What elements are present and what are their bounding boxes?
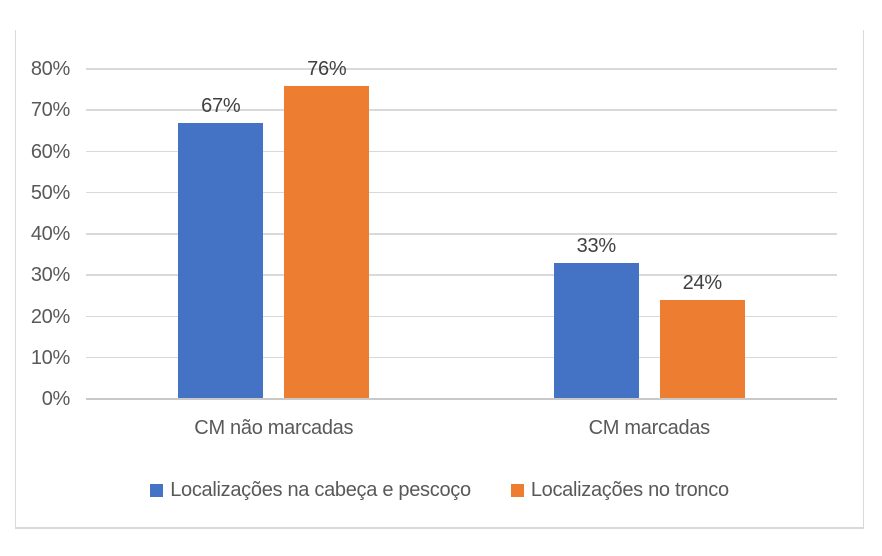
gridline: [86, 233, 837, 235]
y-axis-tick-label: 80%: [30, 58, 70, 80]
bar-value-label: 24%: [682, 272, 722, 294]
x-axis-category-labels: CM não marcadas CM marcadas: [86, 417, 837, 439]
gridline: [86, 68, 837, 70]
y-axis: 0% 10% 20% 30% 40% 50% 60% 70% 80%: [0, 59, 70, 409]
y-axis-tick-label: 20%: [30, 305, 70, 328]
legend-swatch-icon: [150, 483, 164, 497]
gridline: [86, 109, 837, 111]
y-axis-tick-label: 70%: [30, 99, 70, 122]
bar-series-1-category-1: 24%: [659, 273, 745, 399]
bar-value-label: 67%: [201, 94, 241, 117]
legend-swatch-icon: [510, 483, 524, 497]
y-axis-tick-label: 60%: [30, 140, 70, 163]
gridline: [86, 356, 837, 359]
bar-series-1-category-0: 76%: [284, 59, 370, 399]
y-axis-tick-label: 0%: [41, 388, 71, 410]
gridline: [86, 274, 837, 276]
plot-area: 67% 76% 33% 24%: [86, 59, 838, 400]
gridline: [86, 191, 837, 194]
y-axis-tick-label: 40%: [30, 223, 70, 245]
bar-series-0-category-1: 33%: [553, 236, 639, 399]
y-axis-tick-label: 10%: [30, 346, 70, 369]
bar-value-label: 33%: [576, 234, 616, 257]
bar-series-0-category-0: 67%: [178, 96, 264, 399]
legend-label: Localizações no tronco: [530, 479, 729, 501]
legend-item-0: Localizações na cabeça e pescoço: [150, 479, 471, 501]
x-axis-line: [86, 398, 837, 400]
bar-value-label: 76%: [307, 57, 347, 80]
gridline: [86, 150, 837, 152]
legend-item-1: Localizações no tronco: [510, 479, 729, 501]
chart-frame: [15, 30, 864, 529]
y-axis-tick-label: 30%: [30, 264, 70, 287]
legend: Localizações na cabeça e pescoço Localiza…: [15, 479, 864, 501]
bar-group: 33% 24%: [462, 69, 838, 399]
y-axis-tick-label: 50%: [30, 181, 70, 204]
bar-group: 67% 76%: [86, 59, 462, 399]
bar-groups-container: 67% 76% 33% 24%: [86, 59, 838, 399]
legend-label: Localizações na cabeça e pescoço: [170, 479, 471, 501]
x-axis-category-label: CM marcadas: [588, 417, 710, 439]
x-axis-category-label: CM não marcadas: [194, 417, 354, 439]
gridline: [86, 315, 837, 317]
